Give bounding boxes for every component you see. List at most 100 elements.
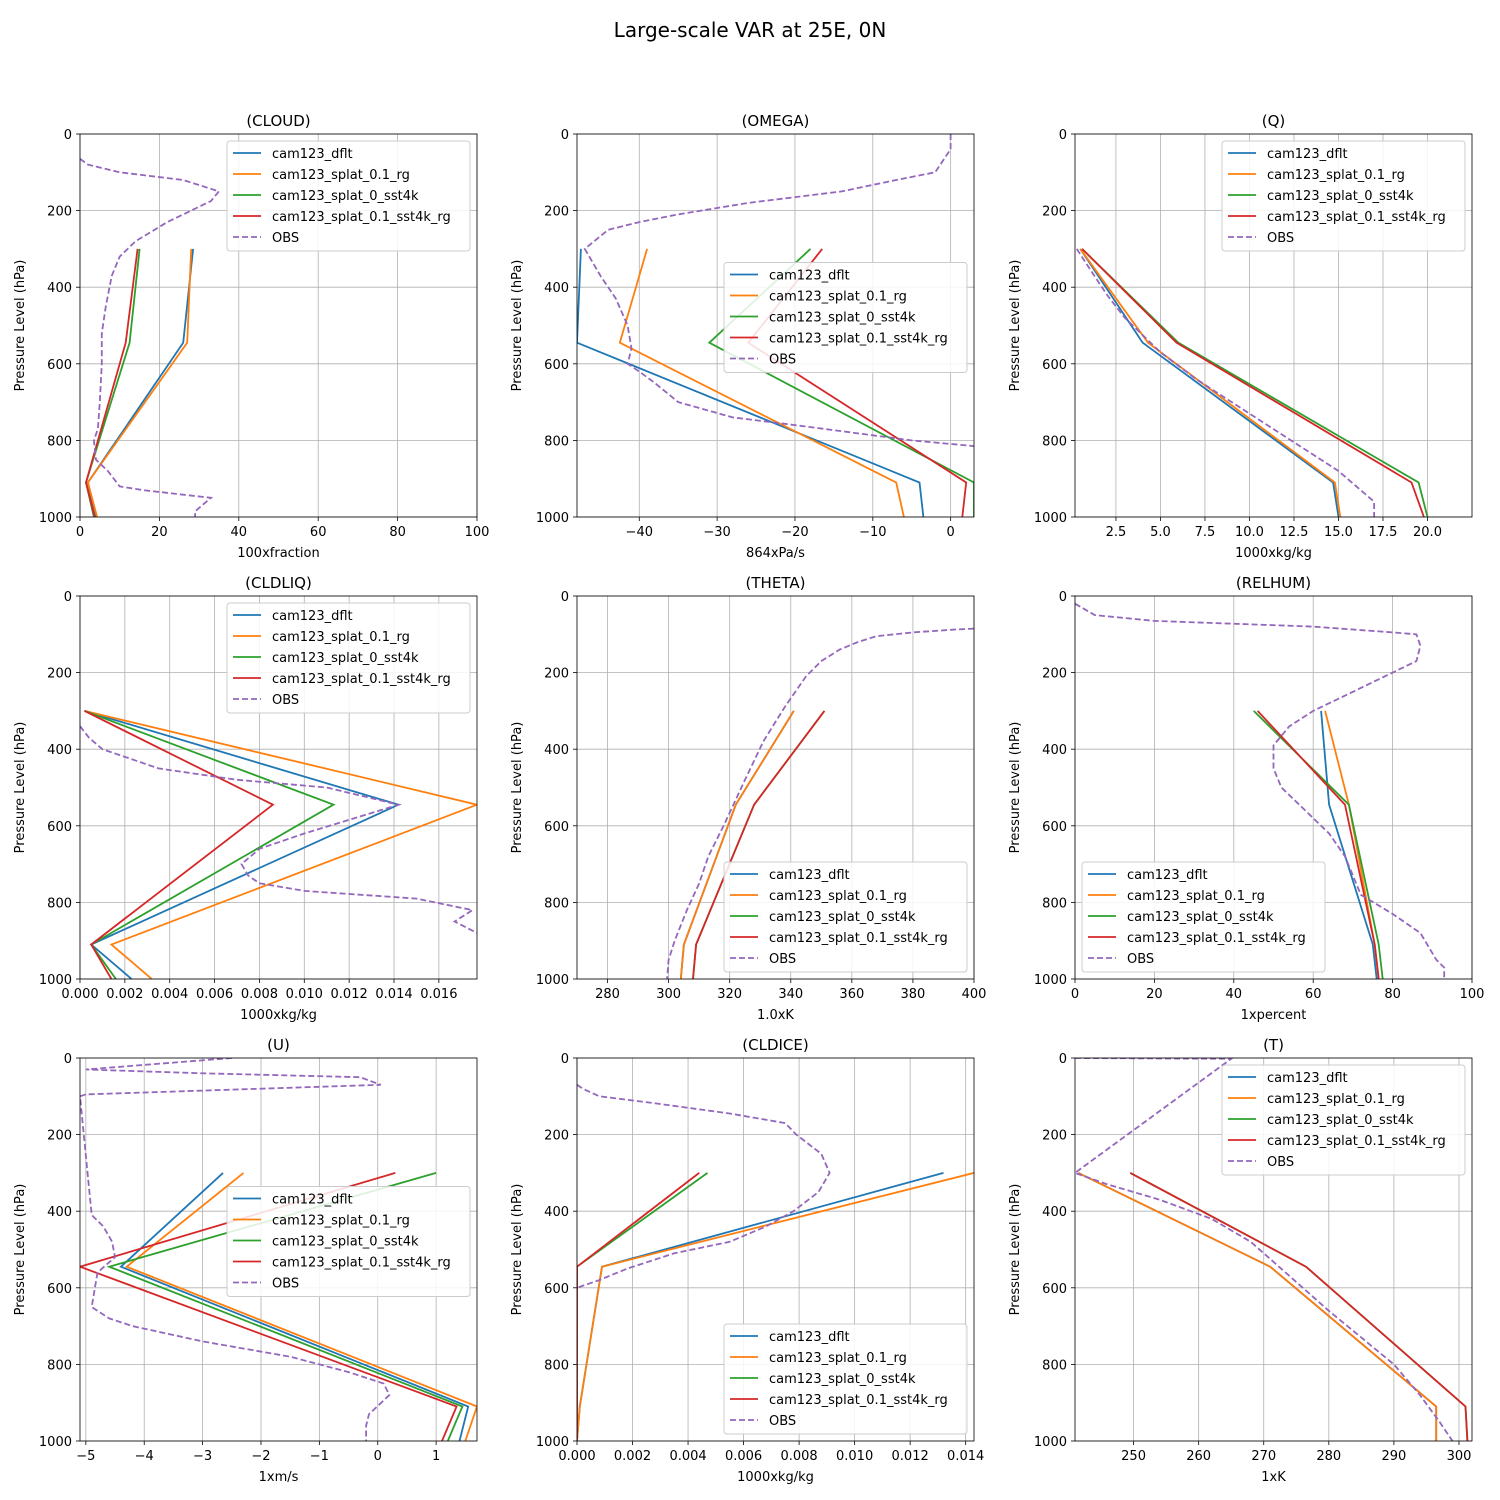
legend-box xyxy=(1081,861,1326,973)
series-line-cam123-splat-0-1-rg xyxy=(618,248,905,517)
x-tick-label: 380 xyxy=(901,987,926,1002)
x-tick-label: 0 xyxy=(76,525,84,540)
y-tick-label: 800 xyxy=(1042,1358,1067,1373)
y-tick-label: 1000 xyxy=(1034,973,1067,988)
x-tick-label: 340 xyxy=(778,987,803,1002)
series-line-cam123-splat-0-1-sst4k-rg xyxy=(85,248,139,517)
legend-label: cam123_splat_0.1_sst4k_rg xyxy=(1127,931,1306,946)
x-tick-label: 40 xyxy=(1226,987,1243,1002)
series-line-cam123-dflt xyxy=(119,1172,470,1441)
x-tick-label: 0 xyxy=(947,525,955,540)
legend-label: OBS xyxy=(272,1277,299,1292)
legend-label: cam123_splat_0_sst4k xyxy=(769,311,916,326)
legend-label: cam123_splat_0.1_sst4k_rg xyxy=(769,931,948,946)
y-tick-label: 0 xyxy=(1059,590,1067,605)
axes-frame xyxy=(1074,1057,1473,1442)
series-line-cam123-splat-0-1-rg xyxy=(679,710,795,979)
legend-label: cam123_splat_0.1_sst4k_rg xyxy=(1267,210,1446,225)
legend-label: OBS xyxy=(1127,952,1154,967)
y-tick-label: 200 xyxy=(1042,1129,1067,1144)
x-tick-label: 100 xyxy=(465,525,490,540)
legend-label: cam123_splat_0_sst4k xyxy=(272,189,419,204)
x-tick-label: −20 xyxy=(781,525,808,540)
x-tick-label: 360 xyxy=(839,987,864,1002)
x-tick-label: 0.016 xyxy=(420,987,457,1002)
axes-frame xyxy=(576,133,975,518)
legend-label: cam123_splat_0_sst4k xyxy=(272,651,419,666)
series-line-cam123-dflt xyxy=(1320,710,1378,979)
y-axis-label: Pressure Level (hPa) xyxy=(1008,260,1023,392)
y-tick-label: 400 xyxy=(544,281,569,296)
y-tick-label: 800 xyxy=(1042,434,1067,449)
x-tick-label: 17.5 xyxy=(1369,525,1398,540)
x-tick-label: −4 xyxy=(135,1449,154,1464)
x-tick-label: 0.010 xyxy=(836,1449,873,1464)
legend-label: OBS xyxy=(769,952,796,967)
y-tick-label: 600 xyxy=(544,1282,569,1297)
y-tick-label: 200 xyxy=(544,1129,569,1144)
chart-title: (CLOUD) xyxy=(246,112,310,130)
series-line-cam123-dflt xyxy=(1079,248,1340,517)
series-line-cam123-dflt xyxy=(84,710,402,979)
y-tick-label: 400 xyxy=(47,1205,72,1220)
x-tick-label: −1 xyxy=(310,1449,329,1464)
series-line-obs xyxy=(1075,602,1446,979)
x-tick-label: 2.5 xyxy=(1106,525,1127,540)
y-tick-label: 0 xyxy=(64,1052,72,1067)
legend-label: cam123_splat_0.1_rg xyxy=(1267,1092,1405,1107)
legend-box xyxy=(226,1186,471,1297)
x-tick-label: 0.012 xyxy=(331,987,368,1002)
legend-label: cam123_splat_0_sst4k xyxy=(272,1235,419,1250)
x-tick-label: 15.0 xyxy=(1324,525,1353,540)
chart-panel-5: 280 300 320 340 360 380 400 0 200 400 600 800 1000 (T… xyxy=(510,574,986,1023)
chart-title: (CLDICE) xyxy=(742,1036,808,1054)
chart-title: (U) xyxy=(267,1036,290,1054)
series-line-obs xyxy=(80,725,477,934)
series-line-cam123-splat-0-1-sst4k-rg xyxy=(1081,248,1425,517)
legend-label: cam123_splat_0.1_rg xyxy=(272,1214,410,1229)
legend-label: cam123_dflt xyxy=(272,147,353,162)
series-line-cam123-splat-0-1-sst4k-rg xyxy=(1129,1172,1469,1441)
legend-label: cam123_splat_0.1_rg xyxy=(1127,889,1265,904)
legend-box xyxy=(1221,140,1466,252)
y-axis-label: Pressure Level (hPa) xyxy=(13,1184,28,1316)
axes-frame xyxy=(1074,595,1473,980)
x-tick-label: 60 xyxy=(1305,987,1322,1002)
x-tick-label: 0 xyxy=(374,1449,382,1464)
y-tick-label: 1000 xyxy=(536,1435,569,1450)
y-tick-label: 600 xyxy=(47,358,72,373)
x-tick-label: 40 xyxy=(231,525,248,540)
series-line-obs xyxy=(577,1084,831,1289)
legend-label: cam123_splat_0.1_sst4k_rg xyxy=(1267,1134,1446,1149)
legend-box xyxy=(226,602,471,714)
figure-title: Large-scale VAR at 25E, 0N xyxy=(614,18,887,42)
chart-title: (CLDLIQ) xyxy=(245,574,312,592)
legend-label: cam123_dflt xyxy=(769,868,850,883)
axes-frame xyxy=(79,133,478,518)
x-tick-label: 250 xyxy=(1121,1449,1146,1464)
x-tick-label: 100 xyxy=(1460,987,1485,1002)
y-tick-label: 200 xyxy=(47,205,72,220)
chart-panel-3: 2.5 5.0 7.5 10.0 12.5 15.0 17.5 20.0 0 200 400 600 8… xyxy=(1008,112,1473,561)
y-tick-label: 1000 xyxy=(39,511,72,526)
y-tick-label: 200 xyxy=(47,1129,72,1144)
x-tick-label: 400 xyxy=(962,987,987,1002)
x-tick-label: 80 xyxy=(1384,987,1401,1002)
x-tick-label: 0.000 xyxy=(61,987,98,1002)
y-tick-label: 400 xyxy=(1042,743,1067,758)
x-tick-label: 280 xyxy=(595,987,620,1002)
x-tick-label: 0.014 xyxy=(947,1449,984,1464)
y-tick-label: 600 xyxy=(544,358,569,373)
x-axis-label: 864xPa/s xyxy=(746,546,805,561)
y-tick-label: 200 xyxy=(47,667,72,682)
chart-title: (OMEGA) xyxy=(742,112,810,130)
legend-box xyxy=(1221,1064,1466,1176)
x-tick-label: 0.014 xyxy=(375,987,412,1002)
chart-panel-7: −5 −4 −3 −2 −1 0 1 0 200 400 600 800 1000 (U) 1xm/s Pre… xyxy=(13,1036,478,1485)
chart-title: (RELHUM) xyxy=(1236,574,1311,592)
series-line-cam123-splat-0-1-rg xyxy=(124,1172,477,1441)
x-tick-label: 280 xyxy=(1316,1449,1341,1464)
legend-label: cam123_splat_0_sst4k xyxy=(1267,189,1414,204)
legend-label: cam123_dflt xyxy=(1267,147,1348,162)
y-axis-label: Pressure Level (hPa) xyxy=(13,722,28,854)
